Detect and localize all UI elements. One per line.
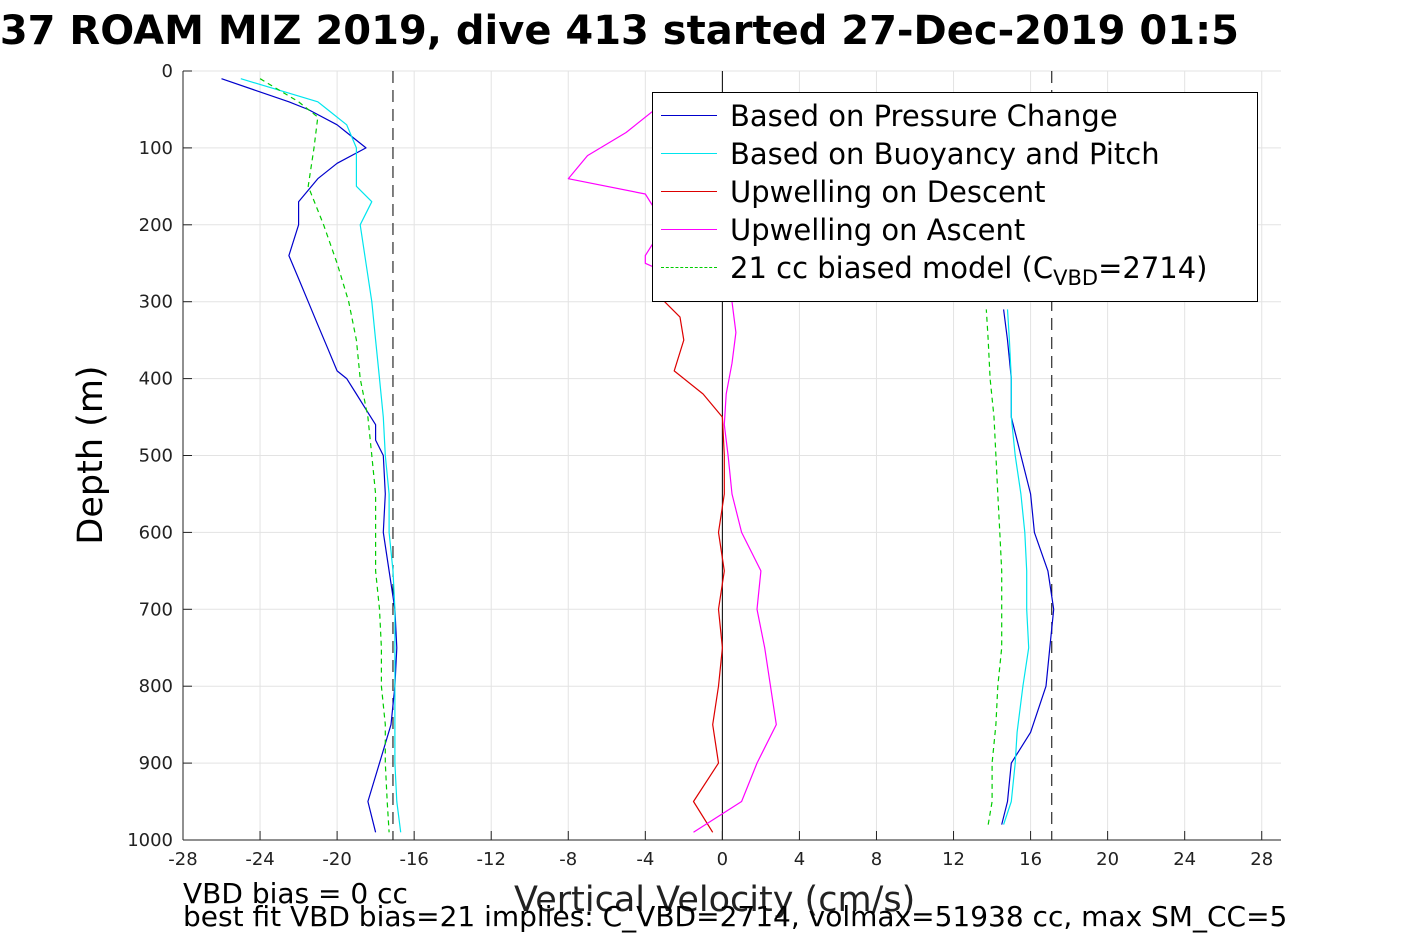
series-lines	[221, 78, 1055, 833]
x-tick-label: 20	[1096, 849, 1119, 870]
x-tick-label: -28	[168, 849, 197, 870]
series-line	[664, 301, 725, 833]
x-tick-label: -4	[636, 849, 654, 870]
x-tick-label: 4	[794, 849, 805, 870]
vbd-bias-note: VBD bias = 0 cc	[183, 877, 408, 910]
legend-item: Based on Buoyancy and Pitch	[653, 135, 1257, 173]
x-tick-label: 8	[871, 849, 882, 870]
x-tick-label: 24	[1173, 849, 1196, 870]
legend-swatch	[661, 153, 717, 154]
legend-swatch	[661, 191, 717, 192]
legend-label: Based on Buoyancy and Pitch	[730, 137, 1160, 171]
x-tick-label: -16	[399, 849, 428, 870]
y-tick-label: 200	[139, 215, 173, 236]
y-tick-label: 800	[139, 676, 173, 697]
legend-label: Upwelling on Ascent	[730, 213, 1026, 247]
legend-swatch	[661, 229, 717, 230]
y-axis-label: Depth (m)	[71, 365, 111, 545]
series-line	[240, 78, 402, 833]
legend-item: Based on Pressure Change	[653, 97, 1257, 135]
y-tick-label: 600	[139, 522, 173, 543]
legend-item: Upwelling on Ascent	[653, 211, 1257, 249]
series-line	[985, 309, 1003, 825]
chart-title: 537 ROAM MIZ 2019, dive 413 started 27-D…	[0, 8, 1239, 54]
y-tick-label: 400	[139, 369, 173, 390]
x-tick-label: -8	[559, 849, 577, 870]
tick-labels: -28 -24 -20 -16 -12 -8 -4 0 4 8 12 16 20 24 28 0 100 200 3…	[127, 61, 1273, 870]
x-tick-label: -24	[245, 849, 274, 870]
x-tick-label: -20	[322, 849, 351, 870]
y-tick-label: 700	[139, 599, 173, 620]
series-line	[567, 101, 777, 833]
y-tick-label: 0	[162, 61, 173, 82]
legend-swatch	[661, 115, 717, 116]
legend-label: Upwelling on Descent	[730, 175, 1046, 209]
legend-label: 21 cc biased model (CVBD=2714)	[730, 251, 1208, 290]
x-tick-label: 12	[942, 849, 965, 870]
legend-item: Upwelling on Descent	[653, 173, 1257, 211]
series-line	[1003, 309, 1030, 825]
x-tick-label: 16	[1019, 849, 1042, 870]
y-tick-label: 300	[139, 292, 173, 313]
y-tick-label: 900	[139, 753, 173, 774]
best-fit-note: best fit VBD bias=21 implies: C_VBD=2714…	[183, 900, 1288, 933]
x-axis-label: Vertical Velocity (cm/s)	[514, 880, 916, 920]
y-tick-label: 500	[139, 446, 173, 467]
y-tick-label: 1000	[127, 830, 173, 851]
legend-item: 21 cc biased model (CVBD=2714)	[653, 249, 1257, 290]
x-tick-label: 0	[717, 849, 728, 870]
legend: Based on Pressure Change Based on Buoyan…	[652, 92, 1258, 302]
series-line	[259, 78, 390, 833]
x-tick-label: -12	[477, 849, 506, 870]
y-tick-label: 100	[139, 138, 173, 159]
legend-swatch	[661, 267, 717, 268]
legend-label: Based on Pressure Change	[730, 99, 1118, 133]
x-tick-label: 28	[1250, 849, 1273, 870]
series-line	[221, 78, 398, 833]
axes	[182, 70, 1281, 841]
